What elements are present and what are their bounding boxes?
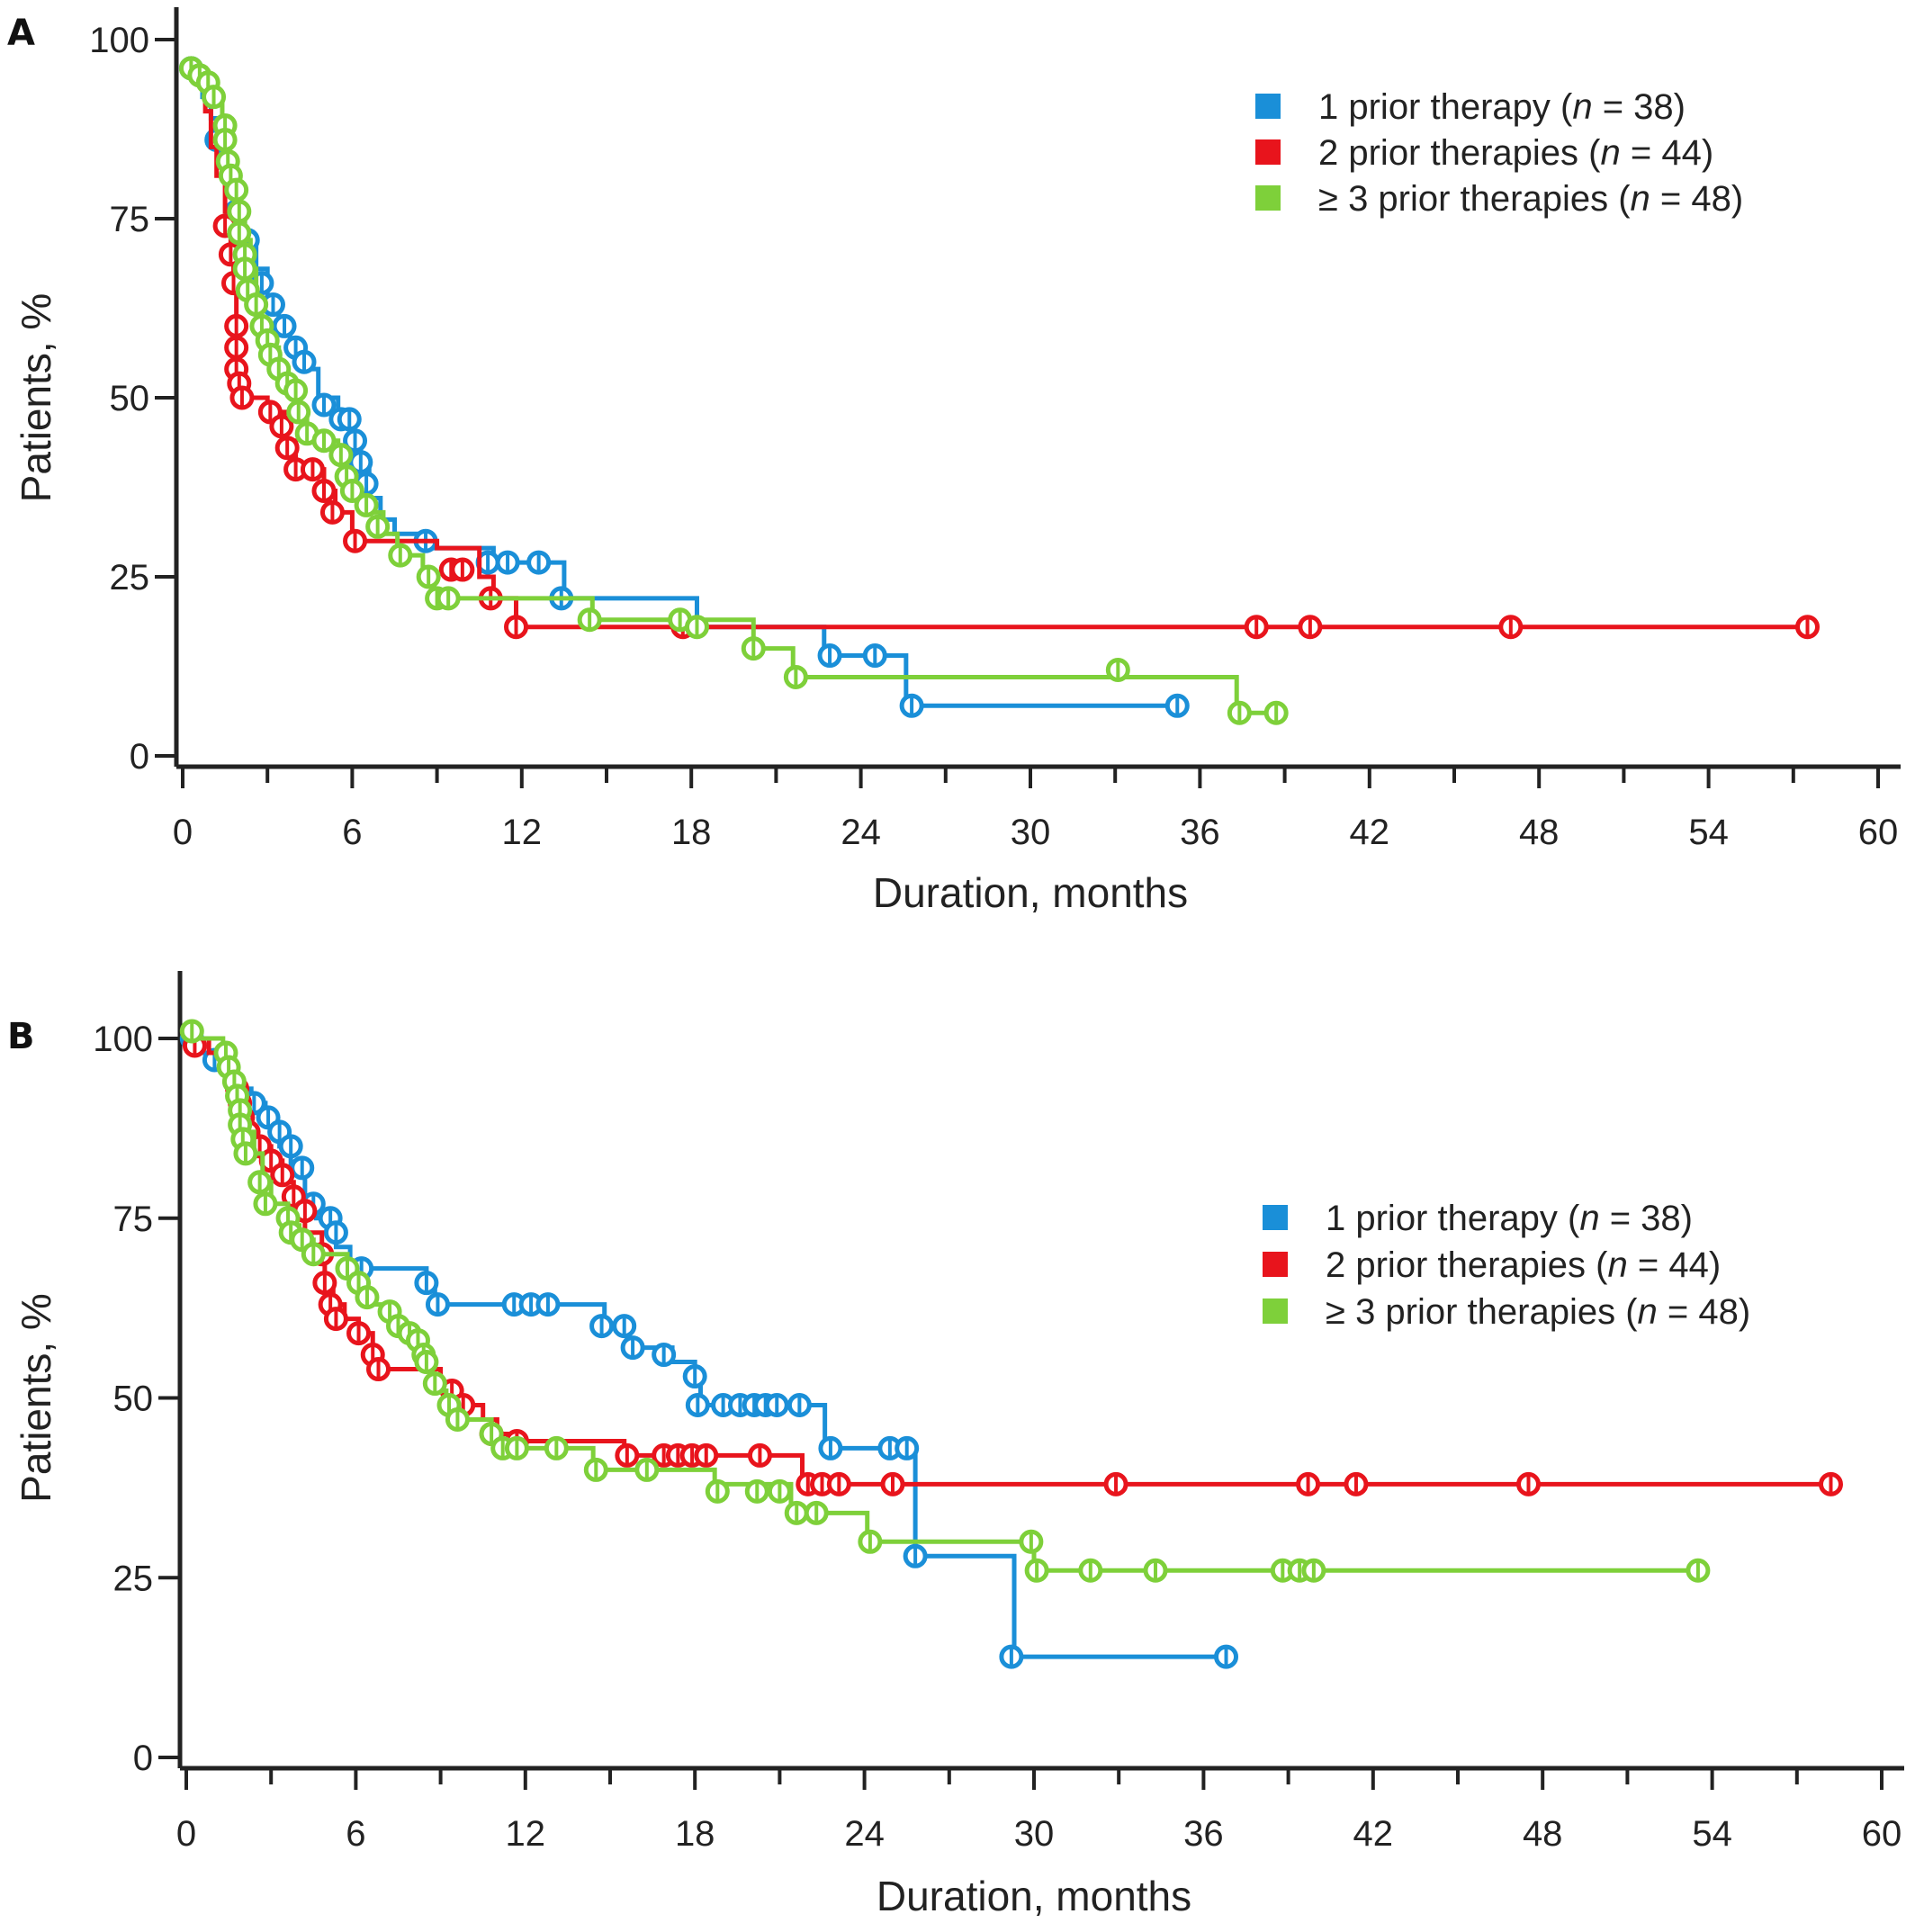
legend-label-prefix: ≥ 3 prior therapies ( <box>1326 1292 1638 1332</box>
y-tick-label: 50 <box>113 1379 154 1419</box>
x-tick-label: 42 <box>1353 1814 1394 1854</box>
legend-label-suffix: = 44) <box>1628 1245 1721 1285</box>
legend-label: 1 prior therapy (n = 38) <box>1318 87 1686 127</box>
series-2 <box>183 66 1820 640</box>
y-tick-label: 100 <box>89 21 149 60</box>
y-axis-title: Patients, % <box>13 1293 59 1503</box>
x-tick-label: 30 <box>1014 1814 1055 1854</box>
legend-label-prefix: 2 prior therapies ( <box>1318 133 1601 173</box>
x-tick-label: 18 <box>675 1814 715 1854</box>
y-tick-label: 0 <box>133 1739 153 1778</box>
survival-step-line <box>186 1036 1227 1659</box>
x-tick-label: 0 <box>173 813 193 852</box>
legend-label-n: n <box>1579 1199 1599 1238</box>
legend-label: ≥ 3 prior therapies (n = 48) <box>1326 1292 1750 1332</box>
legend-label-prefix: 2 prior therapies ( <box>1326 1245 1608 1285</box>
legend-swatch <box>1263 1205 1288 1230</box>
y-tick-label: 75 <box>110 200 150 239</box>
legend-label: 2 prior therapies (n = 44) <box>1318 133 1713 173</box>
panel-a: A 0 25 50 75 100 0 6 12 18 24 30 36 42 48 54 60 Duration… <box>0 0 1915 964</box>
series-1 <box>179 1026 1239 1669</box>
series-3 <box>179 1019 1711 1583</box>
x-tick-label: 18 <box>671 813 712 852</box>
x-tick-label: 48 <box>1523 1814 1563 1854</box>
x-tick-label: 12 <box>502 813 543 852</box>
x-tick-label: 54 <box>1688 813 1729 852</box>
y-tick-label: 25 <box>113 1559 154 1598</box>
y-tick-label: 75 <box>113 1200 154 1239</box>
x-tick-label: 24 <box>844 1814 885 1854</box>
legend-swatch <box>1255 185 1281 211</box>
series-3 <box>178 56 1289 725</box>
km-chart: 0 25 50 75 100 0 6 12 18 24 30 36 42 48 54 60 Duration, … <box>13 971 1904 1919</box>
legend-label: ≥ 3 prior therapies (n = 48) <box>1318 179 1743 219</box>
panel-label: B <box>7 1016 35 1057</box>
survival-step-line <box>183 66 1277 715</box>
x-tick-label: 6 <box>342 813 362 852</box>
y-tick-label: 25 <box>110 558 150 598</box>
x-tick-label: 48 <box>1519 813 1560 852</box>
y-axis-title: Patients, % <box>13 293 59 503</box>
legend-label-prefix: ≥ 3 prior therapies ( <box>1318 179 1631 219</box>
x-tick-label: 6 <box>346 1814 365 1854</box>
x-tick-label: 60 <box>1858 813 1899 852</box>
legend-label-prefix: 1 prior therapy ( <box>1326 1199 1580 1238</box>
x-tick-label: 60 <box>1862 1814 1902 1854</box>
panel-label: A <box>7 13 35 54</box>
legend-swatch <box>1255 139 1281 165</box>
legend-label-suffix: = 48) <box>1658 1292 1750 1332</box>
legend-swatch <box>1255 94 1281 119</box>
legend-swatch <box>1263 1252 1288 1277</box>
panel-b: B 0 25 50 75 100 0 6 12 18 24 30 36 42 48 54 60 Duration… <box>0 964 1915 1928</box>
x-tick-label: 24 <box>841 813 881 852</box>
x-tick-label: 36 <box>1180 813 1220 852</box>
y-tick-label: 50 <box>110 379 150 418</box>
legend-label-n: n <box>1607 1245 1627 1285</box>
legend-label-prefix: 1 prior therapy ( <box>1318 87 1573 127</box>
x-tick-label: 12 <box>506 1814 546 1854</box>
legend-label-suffix: = 38) <box>1600 1199 1693 1238</box>
y-tick-label: 0 <box>130 737 149 777</box>
x-axis-title: Duration, months <box>877 1873 1191 1919</box>
legend-label-n: n <box>1638 1292 1658 1332</box>
legend-label: 1 prior therapy (n = 38) <box>1326 1199 1693 1238</box>
x-tick-label: 54 <box>1692 1814 1732 1854</box>
km-chart: 0 25 50 75 100 0 6 12 18 24 30 36 42 48 54 60 Duration, … <box>13 7 1901 916</box>
y-tick-label: 100 <box>93 1020 153 1059</box>
x-tick-label: 0 <box>176 1814 196 1854</box>
legend-label-suffix: = 48) <box>1650 179 1743 219</box>
legend-swatch <box>1263 1298 1288 1324</box>
legend-label-suffix: = 44) <box>1621 133 1713 173</box>
legend-label-n: n <box>1631 179 1650 219</box>
legend-label-suffix: = 38) <box>1593 87 1686 127</box>
legend-label: 2 prior therapies (n = 44) <box>1326 1245 1721 1285</box>
x-axis-title: Duration, months <box>873 869 1188 916</box>
x-tick-label: 36 <box>1183 1814 1224 1854</box>
x-tick-label: 42 <box>1350 813 1390 852</box>
legend-label-n: n <box>1572 87 1592 127</box>
legend-label-n: n <box>1600 133 1620 173</box>
x-tick-label: 30 <box>1011 813 1051 852</box>
